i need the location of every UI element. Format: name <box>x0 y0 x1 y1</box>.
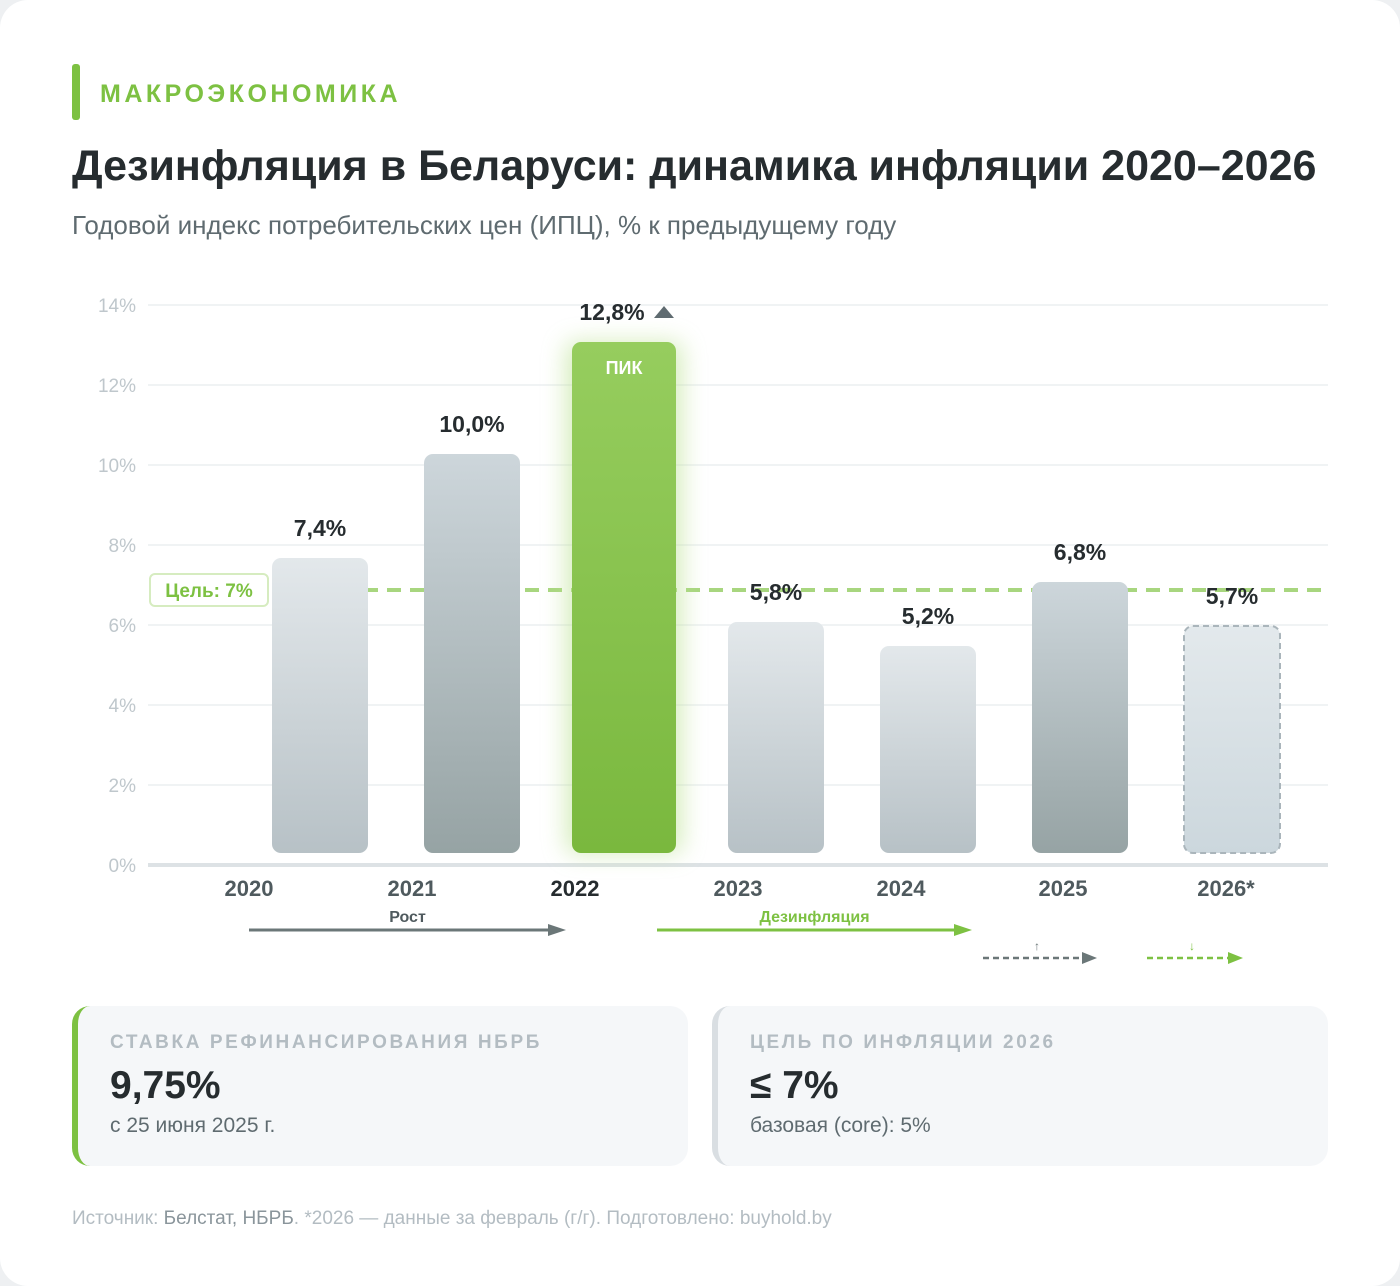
x-tick-label: 2025 <box>1039 876 1088 901</box>
bar-value-label: 7,4% <box>294 515 346 541</box>
footer-rest: . *2026 — данные за февраль (г/г). Подго… <box>293 1208 832 1229</box>
kicker-accent <box>72 64 80 120</box>
page-subtitle: Годовой индекс потребительских цен (ИПЦ)… <box>72 210 897 240</box>
page-title: Дезинфляция в Беларуси: динамика инфляци… <box>72 142 1317 190</box>
y-tick-label: 14% <box>98 296 136 317</box>
bar-2024 <box>880 646 976 853</box>
peak-up-arrow-icon <box>654 306 674 318</box>
y-tick-label: 4% <box>109 696 137 717</box>
bar-value-label: 10,0% <box>439 411 504 437</box>
x-tick-label: 2023 <box>714 876 763 901</box>
y-tick-label: 2% <box>109 776 137 797</box>
target-label: Цель: 7% <box>165 581 253 602</box>
bar-2025 <box>1032 582 1128 853</box>
trend-arrow-head-icon <box>1228 952 1243 964</box>
footer-source-name: Белстат, НБРБ <box>163 1208 294 1229</box>
x-tick-label: 2020 <box>225 876 274 901</box>
footer-prefix: Источник: <box>72 1208 164 1229</box>
footer-source: Источник: Белстат, НБРБ. *2026 — данные … <box>72 1208 832 1230</box>
bar-value-label: 5,2% <box>902 603 954 629</box>
x-tick-label: 2021 <box>388 876 437 901</box>
y-tick-label: 0% <box>109 856 137 877</box>
bar-2022 <box>572 342 676 853</box>
target-badge <box>149 573 269 607</box>
stat-card-inflation-target: ЦЕЛЬ ПО ИНФЛЯЦИИ 2026 ≤ 7% базовая (core… <box>712 1006 1328 1166</box>
phase-label: Дезинфляция <box>759 909 869 926</box>
x-tick-label: 2022 <box>551 876 600 901</box>
stat-label: СТАВКА РЕФИНАНСИРОВАНИЯ НБРБ <box>110 1032 542 1053</box>
trend-arrow-head-icon <box>1082 952 1097 964</box>
phase-label: Рост <box>389 909 426 926</box>
x-tick-label: 2024 <box>877 876 927 901</box>
stat-value: ≤ 7% <box>750 1064 839 1107</box>
stat-sub: базовая (core): 5% <box>750 1114 931 1137</box>
y-tick-label: 10% <box>98 456 136 477</box>
bar-value-label: 5,8% <box>750 579 802 605</box>
bar-value-label: 6,8% <box>1054 539 1106 565</box>
x-tick-label: 2026* <box>1197 876 1255 901</box>
y-tick-label: 12% <box>98 376 136 397</box>
stat-card-refinancing-rate: СТАВКА РЕФИНАНСИРОВАНИЯ НБРБ 9,75% с 25 … <box>72 1006 688 1166</box>
bar-value-label: 12,8% <box>579 299 644 325</box>
trend-arrow-icon: ↓ <box>1189 939 1195 953</box>
bar-value-label: 5,7% <box>1206 583 1258 609</box>
phase-arrow-head-icon <box>548 924 566 936</box>
stat-sub: с 25 июня 2025 г. <box>110 1114 276 1137</box>
peak-label: ПИК <box>606 358 644 378</box>
stat-value: 9,75% <box>110 1064 221 1107</box>
stat-label: ЦЕЛЬ ПО ИНФЛЯЦИИ 2026 <box>750 1032 1056 1053</box>
bar-2023 <box>728 622 824 853</box>
inflation-bar-chart: 0% 2% 4% 6% 8% 10% 12% 14% 7,4% 2020 10,0% 2021 12,8… <box>98 296 1328 964</box>
bar-2020 <box>272 558 368 853</box>
y-tick-label: 6% <box>109 616 137 637</box>
trend-arrow-icon: ↑ <box>1034 939 1040 953</box>
bar-2026* <box>1183 625 1281 854</box>
bar-2021 <box>424 454 520 853</box>
phase-arrow-head-icon <box>954 924 972 936</box>
y-tick-label: 8% <box>109 536 137 557</box>
kicker: МАКРОЭКОНОМИКА <box>100 80 402 108</box>
